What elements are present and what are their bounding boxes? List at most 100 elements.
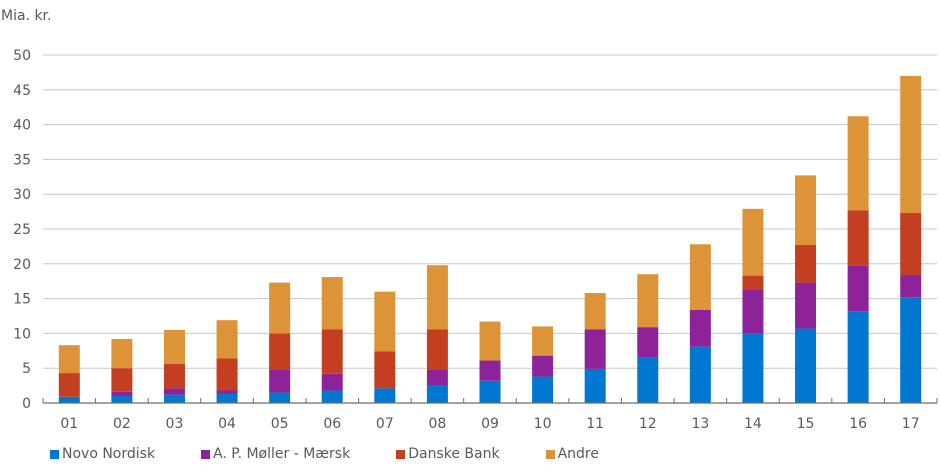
bar-segment-a-p-møller-mærsk <box>426 369 448 386</box>
bar-segment-andre <box>163 329 185 365</box>
legend-swatch-icon <box>50 449 59 459</box>
bar-segment-a-p-møller-mærsk <box>532 355 554 377</box>
bar-segment-novo-nordisk <box>163 394 185 403</box>
bar-stack-10 <box>532 326 554 403</box>
bar-stack-02 <box>111 338 133 403</box>
bar-segment-a-p-møller-mærsk <box>742 289 764 334</box>
y-tick-label: 0 <box>22 396 31 412</box>
bar-segment-a-p-møller-mærsk <box>321 373 343 391</box>
x-tick-label: 12 <box>639 416 657 432</box>
bar-segment-novo-nordisk <box>479 380 501 403</box>
y-tick-label: 45 <box>13 83 31 99</box>
bar-segment-novo-nordisk <box>532 376 554 403</box>
bar-segment-a-p-møller-mærsk <box>900 274 922 298</box>
bar-segment-andre <box>637 274 659 328</box>
legend-item: A. P. Møller - Mærsk <box>201 446 350 462</box>
x-tick-label: 17 <box>902 416 920 432</box>
legend-swatch-icon <box>396 449 406 459</box>
bar-segment-novo-nordisk <box>847 311 869 403</box>
bar-stack-05 <box>269 282 291 403</box>
bar-segment-novo-nordisk <box>321 390 343 403</box>
bar-segment-a-p-møller-mærsk <box>163 388 185 395</box>
legend-swatch-icon <box>201 449 211 459</box>
bar-stack-01 <box>58 345 80 403</box>
x-tick-label: 04 <box>218 416 236 432</box>
legend-label: Novo Nordisk <box>62 446 156 462</box>
bar-segment-danske-bank <box>900 212 922 275</box>
legend-item: Danske Bank <box>396 446 500 462</box>
x-tick-label: 05 <box>271 416 289 432</box>
bar-segment-andre <box>58 345 80 374</box>
bar-segment-a-p-møller-mærsk <box>269 369 291 393</box>
legend-swatch-icon <box>545 449 555 459</box>
bar-stack-07 <box>374 291 396 403</box>
bar-stack-16 <box>847 116 869 403</box>
y-axis-ticks: 0 5 10 15 20 25 30 35 40 45 50 <box>13 48 31 412</box>
bar-segment-andre <box>374 291 396 352</box>
legend-item: Novo Nordisk <box>50 446 155 462</box>
x-tick-label: 13 <box>691 416 709 432</box>
bar-segment-danske-bank <box>742 275 764 290</box>
bar-segment-andre <box>742 208 764 276</box>
bar-segment-danske-bank <box>795 245 817 283</box>
x-axis-ticks: 01 02 03 04 05 06 07 08 09 10 11 12 13 14 15 16 17 <box>60 416 919 432</box>
y-tick-label: 20 <box>13 257 31 273</box>
bar-segment-andre <box>532 326 554 356</box>
bar-segment-andre <box>689 244 711 310</box>
legend-item: Andre <box>545 446 599 462</box>
bar-stack-14 <box>742 208 764 403</box>
bar-stack-15 <box>795 175 817 403</box>
bar-segment-danske-bank <box>111 368 133 392</box>
bar-segment-andre <box>900 75 922 213</box>
x-axis <box>42 398 938 404</box>
y-tick-label: 25 <box>13 222 31 238</box>
bar-segment-novo-nordisk <box>795 328 817 403</box>
bar-segment-novo-nordisk <box>689 346 711 403</box>
bar-stack-08 <box>426 265 448 403</box>
bar-segment-a-p-møller-mærsk <box>637 327 659 358</box>
y-tick-label: 35 <box>13 152 31 168</box>
bar-segment-novo-nordisk <box>637 357 659 403</box>
bar-segment-andre <box>426 265 448 330</box>
legend-label: Danske Bank <box>408 446 500 462</box>
x-tick-label: 16 <box>849 416 867 432</box>
bar-segment-danske-bank <box>269 333 291 370</box>
x-tick-label: 08 <box>428 416 446 432</box>
bar-segment-danske-bank <box>58 373 80 397</box>
bar-segment-novo-nordisk <box>742 333 764 403</box>
bar-segment-a-p-møller-mærsk <box>847 265 869 312</box>
bar-segment-a-p-møller-mærsk <box>689 309 711 347</box>
legend: Novo Nordisk A. P. Møller - Mærsk Danske B… <box>50 446 645 462</box>
x-tick-label: 09 <box>481 416 499 432</box>
bar-segment-danske-bank <box>426 329 448 370</box>
bar-stack-13 <box>689 244 711 403</box>
bar-stack-17 <box>900 75 922 403</box>
y-tick-label: 40 <box>13 118 31 134</box>
y-tick-label: 50 <box>13 48 31 64</box>
bar-segment-novo-nordisk <box>111 396 133 403</box>
x-tick-label: 14 <box>744 416 762 432</box>
x-tick-label: 01 <box>60 416 78 432</box>
bar-segment-a-p-møller-mærsk <box>479 360 501 381</box>
bar-segment-andre <box>584 293 606 330</box>
bar-segment-a-p-møller-mærsk <box>111 391 133 397</box>
bar-segment-andre <box>269 282 291 334</box>
bar-segment-andre <box>795 175 817 246</box>
bar-segment-a-p-møller-mærsk <box>584 329 606 369</box>
bar-stack-11 <box>584 293 606 403</box>
x-tick-label: 10 <box>534 416 552 432</box>
bar-segment-novo-nordisk <box>374 388 396 403</box>
y-tick-label: 5 <box>22 361 31 377</box>
bar-segment-danske-bank <box>216 358 238 391</box>
bar-segment-danske-bank <box>374 351 396 389</box>
legend-label: A. P. Møller - Mærsk <box>213 446 351 462</box>
x-tick-label: 15 <box>797 416 815 432</box>
bar-segment-novo-nordisk <box>58 396 80 403</box>
bar-segment-novo-nordisk <box>426 385 448 403</box>
y-unit-label: Mia. kr. <box>1 8 51 24</box>
x-tick-label: 06 <box>323 416 341 432</box>
bar-stack-12 <box>637 274 659 403</box>
bar-stack-06 <box>321 277 343 403</box>
bar-segment-a-p-møller-mærsk <box>216 390 238 394</box>
bar-segment-novo-nordisk <box>216 393 238 403</box>
